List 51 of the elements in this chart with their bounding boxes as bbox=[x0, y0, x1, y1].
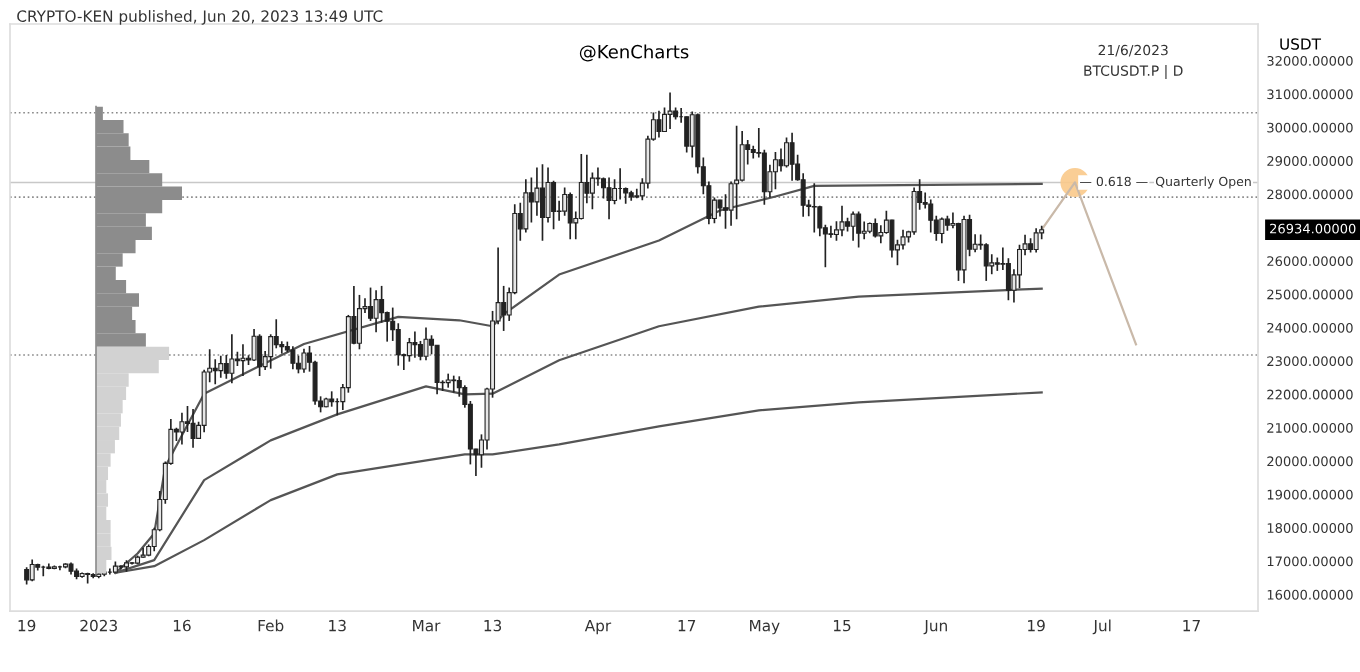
text: @KenCharts bbox=[579, 44, 689, 62]
candlestick bbox=[551, 179, 557, 231]
candlestick bbox=[994, 256, 1000, 272]
candlestick bbox=[889, 219, 895, 259]
candlestick bbox=[606, 176, 612, 221]
candlestick bbox=[567, 191, 573, 241]
candlestick bbox=[939, 216, 945, 245]
candlestick bbox=[872, 217, 878, 239]
candlestick bbox=[734, 124, 740, 221]
candlestick bbox=[778, 147, 784, 173]
candlestick bbox=[772, 151, 778, 190]
candlestick bbox=[983, 242, 989, 282]
candlestick bbox=[290, 345, 296, 371]
candlestick bbox=[850, 210, 856, 242]
candlestick bbox=[684, 115, 690, 154]
candlestick bbox=[190, 408, 196, 449]
candlestick bbox=[828, 225, 834, 239]
candlestick bbox=[240, 343, 246, 377]
candlestick bbox=[356, 294, 362, 351]
candlestick bbox=[928, 198, 934, 234]
candlestick bbox=[368, 286, 374, 322]
candlestick bbox=[539, 163, 545, 242]
candlestick bbox=[301, 347, 307, 374]
candlestick bbox=[534, 166, 540, 217]
candlestick bbox=[656, 109, 662, 139]
candlestick bbox=[839, 204, 845, 238]
candlestick bbox=[412, 330, 418, 359]
candlestick bbox=[229, 333, 235, 385]
candlestick bbox=[417, 340, 423, 362]
candlestick bbox=[911, 186, 917, 236]
candlestick bbox=[451, 374, 457, 394]
candlestick bbox=[223, 354, 229, 380]
candlestick bbox=[1033, 227, 1039, 254]
candlestick bbox=[856, 210, 862, 249]
candlestick bbox=[29, 558, 35, 583]
candlestick bbox=[251, 328, 257, 362]
candlestick bbox=[667, 91, 673, 130]
candlestick bbox=[179, 411, 185, 446]
candlestick bbox=[373, 289, 379, 334]
candlestick bbox=[528, 176, 534, 224]
candlestick bbox=[379, 285, 385, 324]
candlestick bbox=[861, 220, 867, 241]
candlestick bbox=[257, 333, 263, 377]
candlestick bbox=[689, 110, 695, 159]
candlestick bbox=[501, 285, 507, 332]
candlestick bbox=[423, 326, 429, 362]
candlestick bbox=[523, 178, 529, 234]
candlestick bbox=[218, 354, 224, 379]
candlestick bbox=[406, 337, 412, 363]
candlestick bbox=[789, 131, 795, 182]
candlestick bbox=[329, 390, 335, 408]
